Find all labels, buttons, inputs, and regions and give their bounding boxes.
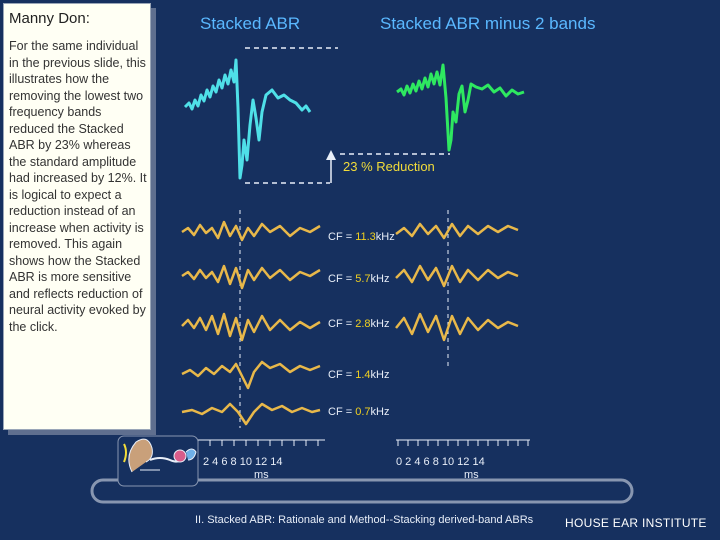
reduction-label: 23 % Reduction <box>343 159 435 174</box>
axis-ticks-left <box>185 440 319 446</box>
band-trace-1-4 <box>181 360 321 390</box>
footer-institute: HOUSE EAR INSTITUTE <box>565 516 707 530</box>
axis-ticks-left-labels: 2 4 6 8 10 12 14 <box>203 456 283 468</box>
band-label-2-8: CF = 2.8kHz <box>328 318 390 330</box>
band-label-1-4: CF = 1.4kHz <box>328 369 390 381</box>
panel-body-text: For the same individual in the previous … <box>9 39 147 334</box>
axis-unit-left: ms <box>254 469 269 481</box>
stacked-minus-trace <box>396 63 525 152</box>
stacked-abr-trace <box>183 58 312 180</box>
band-trace-5-7 <box>181 264 321 290</box>
footer-tube <box>90 478 634 504</box>
band-label-0-7: CF = 0.7kHz <box>328 406 390 418</box>
band-trace-11-3 <box>181 220 321 242</box>
band-trace-5-7-right <box>395 264 519 288</box>
band-trace-2-8 <box>181 312 321 342</box>
band-trace-11-3-right <box>395 222 519 240</box>
reduction-arrowhead <box>326 150 336 160</box>
panel-title: Manny Don: <box>9 10 90 27</box>
ear-anatomy-icon <box>117 435 199 487</box>
band-trace-0-7 <box>181 402 321 426</box>
axis-unit-right: ms <box>464 469 479 481</box>
heading-stacked-minus: Stacked ABR minus 2 bands <box>380 14 596 33</box>
band-trace-2-8-right <box>395 312 519 342</box>
heading-stacked-abr: Stacked ABR <box>200 14 301 33</box>
notes-panel: Manny Don: For the same individual in th… <box>3 3 151 430</box>
footer-caption: II. Stacked ABR: Rationale and Method--S… <box>195 514 534 526</box>
axis-ticks-right <box>397 440 529 446</box>
axis-ticks-right-labels: 0 2 4 6 8 10 12 14 <box>396 456 485 468</box>
band-label-5-7: CF = 5.7kHz <box>328 273 390 285</box>
band-label-11-3: CF = 11.3kHz <box>328 231 395 243</box>
